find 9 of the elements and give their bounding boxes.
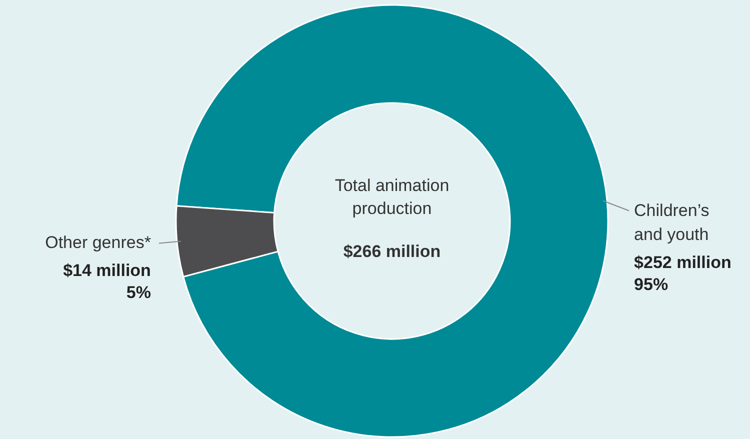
slice-label: Other genres* — [45, 233, 152, 252]
text: Total animation production — [334, 176, 450, 218]
donut-slice — [176, 4, 609, 438]
text: $266 million — [343, 242, 441, 261]
text: 5% — [126, 283, 151, 302]
slice-label: Children’s and youth — [634, 200, 710, 244]
data-label: $252 million — [634, 252, 732, 272]
data-label: $14 million — [63, 261, 151, 280]
text: 95% — [634, 274, 668, 294]
